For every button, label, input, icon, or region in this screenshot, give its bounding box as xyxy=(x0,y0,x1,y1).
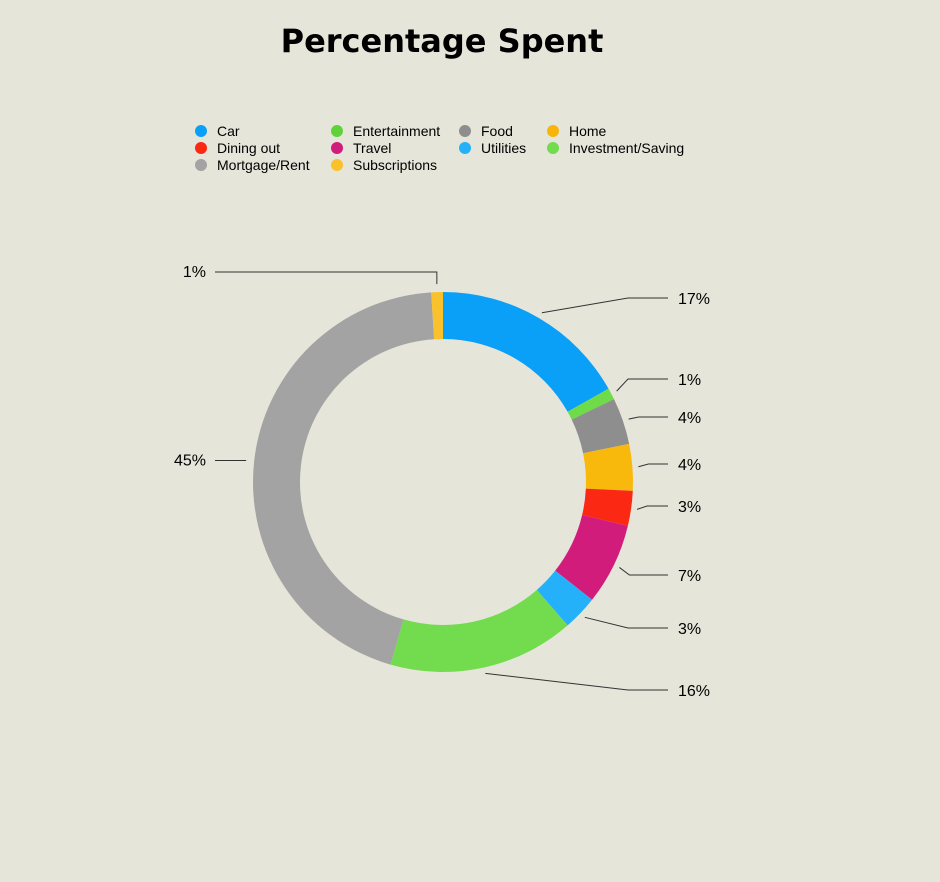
legend-label: Car xyxy=(217,123,240,139)
leader-line xyxy=(619,567,668,576)
legend-item-dining-out: Dining out xyxy=(195,140,280,156)
slice-label-investment-saving: 1% xyxy=(616,372,701,392)
slice-labels: 17% 1% 4% 4% 3% 7% 3% 16% 45% 1% xyxy=(174,264,710,700)
legend-swatch xyxy=(195,142,207,154)
legend-swatch xyxy=(547,142,559,154)
slice-subscriptions xyxy=(431,292,443,340)
slice-label-mortgage-rent: 45% xyxy=(174,452,247,469)
chart-title: Percentage Spent xyxy=(281,22,604,60)
legend-swatch xyxy=(459,142,471,154)
legend-item-utilities: Utilities xyxy=(459,140,526,156)
legend-swatch xyxy=(459,125,471,137)
slice-label-entertainment: 16% xyxy=(485,672,710,700)
legend-label: Entertainment xyxy=(353,123,440,139)
legend-item-car: Car xyxy=(195,123,240,139)
slice-dining-out xyxy=(582,488,633,526)
legend-item-entertainment: Entertainment xyxy=(331,123,440,139)
leader-line xyxy=(638,463,668,468)
percent-label: 1% xyxy=(183,264,206,281)
leader-line xyxy=(584,616,668,629)
legend-item-mortgage-rent: Mortgage/Rent xyxy=(195,157,310,173)
legend-label: Home xyxy=(569,123,607,139)
legend: Car Entertainment Food Home Dining out Travel… xyxy=(195,123,684,173)
legend-label: Food xyxy=(481,123,513,139)
legend-label: Investment/Saving xyxy=(569,140,684,156)
legend-item-food: Food xyxy=(459,123,513,139)
legend-label: Subscriptions xyxy=(353,157,437,173)
donut-slices xyxy=(253,292,633,673)
slice-label-travel: 7% xyxy=(619,567,701,585)
percent-label: 16% xyxy=(678,683,710,700)
legend-label: Utilities xyxy=(481,140,526,156)
legend-swatch xyxy=(331,142,343,154)
slice-investment-saving xyxy=(567,388,615,420)
percent-label: 3% xyxy=(678,499,701,516)
leader-line xyxy=(628,416,668,420)
leader-line xyxy=(636,505,668,510)
legend-label: Dining out xyxy=(217,140,280,156)
slice-label-subscriptions: 1% xyxy=(183,264,438,285)
slice-utilities xyxy=(536,570,593,626)
legend-swatch xyxy=(195,159,207,171)
percent-label: 7% xyxy=(678,568,701,585)
legend-label: Travel xyxy=(353,140,391,156)
percent-label: 3% xyxy=(678,621,701,638)
percent-label: 45% xyxy=(174,452,206,469)
slice-travel xyxy=(555,515,628,600)
slice-label-food: 4% xyxy=(628,410,701,427)
legend-swatch xyxy=(331,159,343,171)
percent-label: 1% xyxy=(678,372,701,389)
slice-car xyxy=(443,292,609,412)
slice-mortgage-rent xyxy=(253,292,435,665)
leader-line xyxy=(616,378,668,392)
legend-item-subscriptions: Subscriptions xyxy=(331,157,437,173)
legend-swatch xyxy=(195,125,207,137)
slice-entertainment xyxy=(390,589,568,673)
leader-line xyxy=(215,271,438,285)
slice-label-utilities: 3% xyxy=(584,616,701,638)
slice-label-car: 17% xyxy=(541,291,710,314)
legend-swatch xyxy=(547,125,559,137)
legend-item-travel: Travel xyxy=(331,140,391,156)
legend-label: Mortgage/Rent xyxy=(217,157,310,173)
percent-label: 4% xyxy=(678,410,701,427)
slice-label-dining-out: 3% xyxy=(636,499,701,516)
percent-label: 4% xyxy=(678,457,701,474)
percent-label: 17% xyxy=(678,291,710,308)
leader-line xyxy=(541,297,668,314)
slice-label-home: 4% xyxy=(638,457,701,474)
leader-line xyxy=(485,672,668,691)
legend-item-home: Home xyxy=(547,123,607,139)
legend-item-investment-saving: Investment/Saving xyxy=(547,140,684,156)
slice-food xyxy=(571,399,630,454)
legend-swatch xyxy=(331,125,343,137)
slice-home xyxy=(583,443,633,491)
